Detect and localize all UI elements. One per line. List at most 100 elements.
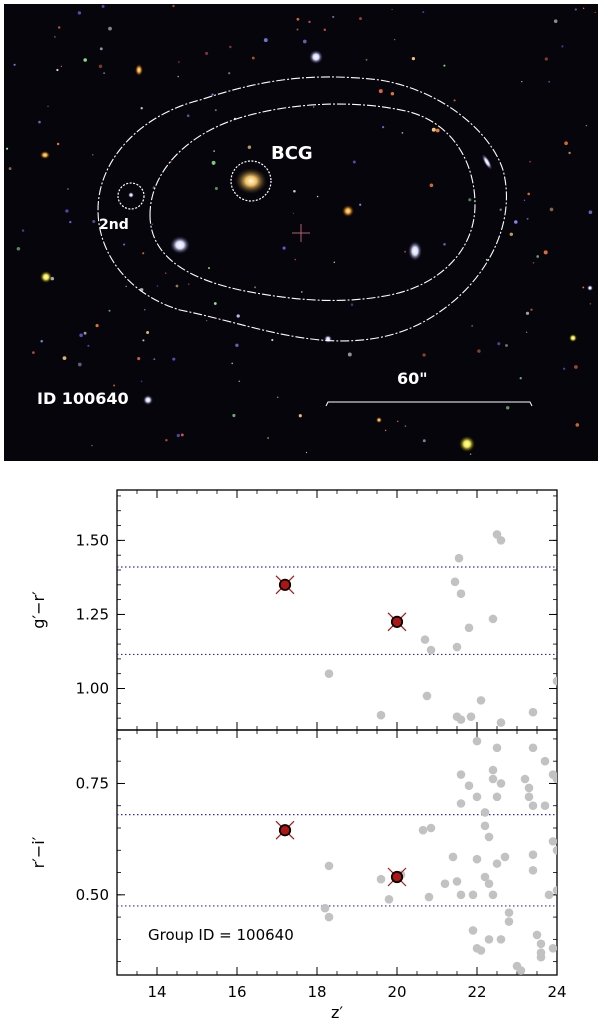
- scale-bar: [325, 401, 533, 407]
- faint-source: [525, 331, 528, 333]
- faint-source: [95, 324, 99, 328]
- faint-source: [532, 262, 535, 264]
- faint-source: [323, 28, 327, 32]
- faint-source: [113, 384, 116, 387]
- field-galaxy-point: [480, 821, 490, 831]
- faint-source: [485, 258, 488, 261]
- faint-source: [38, 120, 41, 124]
- faint-source: [521, 81, 523, 83]
- faint-source: [422, 11, 425, 14]
- faint-source: [66, 188, 69, 190]
- faint-source: [282, 246, 286, 250]
- faint-source: [143, 308, 146, 311]
- group-member-point: [387, 867, 407, 887]
- faint-source: [468, 198, 472, 202]
- star: [342, 205, 354, 217]
- star: [569, 334, 577, 342]
- field-galaxy-point: [488, 774, 498, 784]
- faint-source: [177, 75, 179, 78]
- faint-source: [333, 261, 336, 264]
- field-galaxy-point: [472, 792, 482, 802]
- faint-source: [305, 451, 308, 454]
- points-layer: [275, 530, 557, 727]
- faint-source: [206, 320, 208, 322]
- ri-color-panel: 0.50 0.75 14 16 18 20 22 24 r′−i′ z′ Group ID = 10…: [29, 729, 567, 1022]
- field-galaxy-point: [528, 743, 538, 753]
- faint-source: [404, 250, 407, 253]
- faint-source: [585, 124, 588, 127]
- faint-source: [519, 377, 522, 380]
- field-galaxy-point: [384, 894, 394, 904]
- faint-source: [527, 192, 530, 196]
- field-galaxy-point: [528, 801, 538, 811]
- field-galaxy-point: [552, 774, 557, 784]
- faint-source: [60, 65, 63, 68]
- faint-source: [316, 195, 319, 198]
- faint-source: [153, 358, 156, 361]
- field-galaxy-point: [468, 890, 478, 900]
- group-center-marker: [292, 224, 310, 242]
- faint-source: [589, 302, 592, 305]
- x-axis-title: z′: [331, 1003, 343, 1022]
- field-galaxy-point: [466, 712, 476, 721]
- faint-source: [92, 219, 96, 224]
- field-galaxy-point: [484, 879, 494, 888]
- faint-source: [332, 15, 335, 18]
- field-galaxy-point: [500, 852, 510, 862]
- faint-source: [298, 414, 302, 418]
- faint-source: [8, 167, 12, 171]
- second-label: 2nd: [99, 217, 129, 233]
- inner-density-contour: [149, 103, 476, 302]
- faint-source: [156, 285, 159, 287]
- star: [309, 50, 323, 64]
- faint-source: [176, 433, 180, 438]
- field-galaxy-point: [552, 886, 557, 895]
- field-galaxy-point: [420, 635, 430, 644]
- faint-source: [574, 365, 578, 369]
- faint-source: [394, 38, 396, 41]
- galaxy: [135, 64, 143, 76]
- faint-source: [142, 252, 145, 255]
- field-galaxy-point: [472, 736, 482, 746]
- faint-source: [505, 344, 508, 347]
- faint-source: [103, 72, 105, 74]
- faint-source: [178, 61, 180, 63]
- field-galaxy-point: [552, 676, 557, 686]
- galaxy: [481, 154, 493, 170]
- faint-source: [207, 267, 211, 270]
- faint-source: [77, 362, 82, 367]
- faint-source: [562, 367, 566, 370]
- field-galaxy-point: [324, 861, 334, 871]
- faint-source: [523, 199, 526, 201]
- field-galaxy-point: [450, 577, 460, 587]
- second-marker-circle: [117, 182, 145, 210]
- faint-source: [359, 17, 362, 21]
- group-member-point: [275, 575, 295, 595]
- faint-source: [186, 114, 190, 118]
- faint-source: [235, 343, 239, 347]
- field-galaxy-point: [516, 966, 526, 975]
- faint-source: [172, 357, 176, 361]
- star: [587, 285, 593, 291]
- faint-source: [83, 58, 87, 62]
- faint-source: [308, 20, 311, 24]
- faint-source: [211, 93, 214, 96]
- faint-source: [296, 28, 299, 31]
- star: [40, 271, 52, 283]
- faint-source: [431, 127, 436, 132]
- field-galaxy-point: [536, 939, 546, 949]
- faint-source: [352, 160, 356, 164]
- faint-source: [263, 38, 268, 43]
- faint-source: [254, 286, 257, 289]
- faint-source: [172, 4, 175, 8]
- faint-source: [62, 356, 67, 360]
- field-galaxy-point: [456, 715, 466, 724]
- faint-source: [54, 36, 56, 38]
- field-galaxy-point: [456, 589, 466, 599]
- faint-source: [499, 208, 502, 211]
- faint-source: [146, 331, 150, 334]
- faint-source: [294, 258, 297, 261]
- group-id-annotation: Group ID = 100640: [148, 926, 294, 944]
- faint-source: [588, 210, 593, 215]
- faint-source: [529, 160, 532, 163]
